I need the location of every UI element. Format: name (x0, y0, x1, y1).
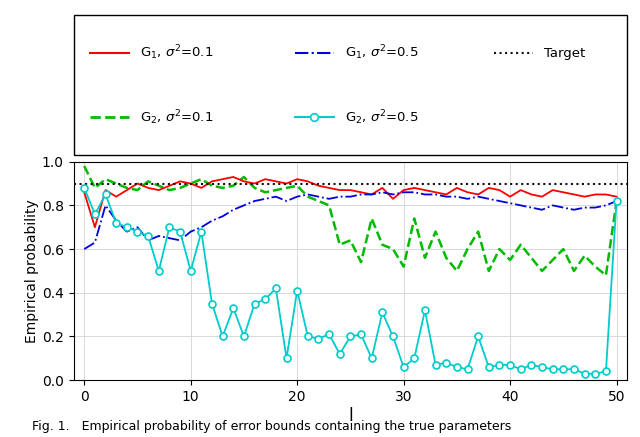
Text: G$_1$, $\sigma^2$=0.1: G$_1$, $\sigma^2$=0.1 (140, 44, 213, 62)
Text: G$_1$, $\sigma^2$=0.5: G$_1$, $\sigma^2$=0.5 (345, 44, 419, 62)
Text: Target: Target (544, 47, 586, 59)
Y-axis label: Empirical probability: Empirical probability (25, 199, 39, 343)
Text: Fig. 1.   Empirical probability of error bounds containing the true parameters: Fig. 1. Empirical probability of error b… (32, 420, 511, 433)
Text: G$_2$, $\sigma^2$=0.5: G$_2$, $\sigma^2$=0.5 (345, 108, 419, 127)
Text: G$_2$, $\sigma^2$=0.1: G$_2$, $\sigma^2$=0.1 (140, 108, 213, 127)
X-axis label: l: l (348, 407, 353, 425)
FancyBboxPatch shape (74, 15, 627, 155)
